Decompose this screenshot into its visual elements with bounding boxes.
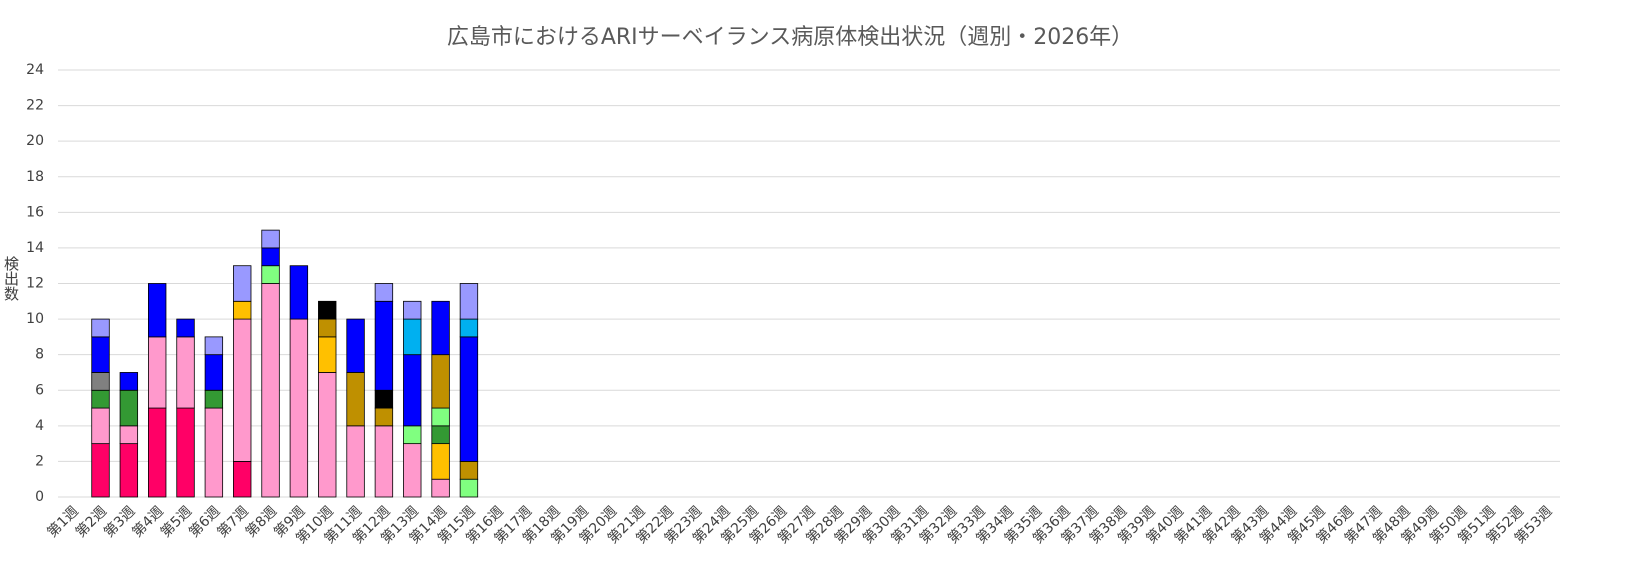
bar-segment bbox=[431, 425, 450, 445]
bar-segment bbox=[91, 336, 110, 373]
bar-segment bbox=[233, 300, 252, 320]
bar-segment bbox=[148, 283, 167, 338]
bar-segment bbox=[431, 354, 450, 409]
y-tick-label: 8 bbox=[35, 347, 44, 363]
y-tick-label: 0 bbox=[35, 489, 44, 505]
bar-segment bbox=[374, 425, 394, 498]
bar-segment bbox=[148, 407, 167, 498]
y-tick-label: 24 bbox=[26, 62, 44, 78]
x-tick-label: 第7週 bbox=[214, 503, 252, 541]
x-tick-label: 第4週 bbox=[129, 503, 167, 541]
bar-segment bbox=[346, 372, 365, 427]
bar-segment bbox=[119, 443, 139, 498]
bar-segment bbox=[148, 336, 167, 409]
bar-segment bbox=[233, 461, 252, 498]
y-tick-label: 10 bbox=[26, 311, 44, 327]
bar-segment bbox=[261, 229, 280, 249]
bar-segment bbox=[233, 265, 252, 302]
y-tick-label: 12 bbox=[26, 276, 44, 292]
chart-title: 広島市におけるARIサーベイランス病原体検出状況（週別・2026年） bbox=[447, 25, 1133, 50]
bar-segment bbox=[431, 300, 450, 356]
bar-segment bbox=[176, 407, 195, 498]
bar-segment bbox=[403, 354, 422, 427]
bar-segment bbox=[459, 478, 479, 498]
x-tick-label: 第5週 bbox=[157, 503, 195, 541]
bar-segment bbox=[318, 336, 337, 373]
bar-segment bbox=[374, 407, 394, 427]
y-tick-label: 14 bbox=[26, 240, 44, 256]
y-tick-label: 16 bbox=[26, 204, 44, 220]
bar-segment bbox=[204, 354, 224, 391]
bar-segment bbox=[289, 318, 309, 498]
bar-segment bbox=[459, 318, 479, 338]
bar-segment bbox=[403, 318, 422, 356]
bar-segment bbox=[431, 407, 450, 427]
y-axis-label: 検出数 bbox=[2, 256, 20, 301]
bar-segment bbox=[261, 283, 280, 498]
bar-segment bbox=[318, 300, 337, 320]
bar-segment bbox=[233, 318, 252, 462]
x-tick-label: 第1週 bbox=[44, 503, 82, 541]
bar-segment bbox=[91, 372, 110, 391]
bar-segment bbox=[403, 425, 422, 445]
bar-segment bbox=[431, 443, 450, 480]
bar-segment bbox=[346, 318, 365, 373]
y-tick-label: 2 bbox=[35, 453, 44, 469]
y-tick-label: 6 bbox=[35, 382, 44, 398]
y-tick-label: 20 bbox=[26, 133, 44, 149]
bar-segment bbox=[374, 283, 394, 302]
bar-segment bbox=[431, 478, 450, 498]
bar-segment bbox=[204, 407, 224, 498]
bar-segment bbox=[176, 336, 195, 409]
bar-segment bbox=[119, 389, 139, 427]
bar-segment bbox=[318, 318, 337, 338]
bar-segment bbox=[459, 461, 479, 480]
y-tick-label: 22 bbox=[26, 98, 44, 114]
bar-segment bbox=[318, 372, 337, 498]
bar-segment bbox=[459, 336, 479, 462]
bar-segment bbox=[403, 443, 422, 498]
y-tick-label: 18 bbox=[26, 169, 44, 185]
bar-segment bbox=[91, 443, 110, 498]
x-tick-label: 第2週 bbox=[72, 503, 110, 541]
y-tick-label: 4 bbox=[35, 418, 44, 434]
x-tick-label: 第3週 bbox=[100, 503, 138, 541]
bar-segment bbox=[374, 300, 394, 391]
bar-segment bbox=[403, 300, 422, 320]
bar-segment bbox=[91, 407, 110, 445]
bar-segment bbox=[91, 389, 110, 409]
x-tick-label: 第8週 bbox=[242, 503, 280, 541]
bar-segment bbox=[176, 318, 195, 338]
bar-segment bbox=[204, 336, 224, 356]
bar-segment bbox=[119, 425, 139, 445]
bar-segment bbox=[261, 247, 280, 267]
x-tick-label: 第6週 bbox=[185, 503, 223, 541]
bar-segment bbox=[374, 389, 394, 409]
bar-segment bbox=[289, 265, 309, 320]
bar-segment bbox=[119, 372, 139, 391]
bar-segment bbox=[346, 425, 365, 498]
bar-segment bbox=[91, 318, 110, 338]
bar-segment bbox=[204, 389, 224, 409]
bar-segment bbox=[261, 265, 280, 284]
bar-segment bbox=[459, 283, 479, 320]
